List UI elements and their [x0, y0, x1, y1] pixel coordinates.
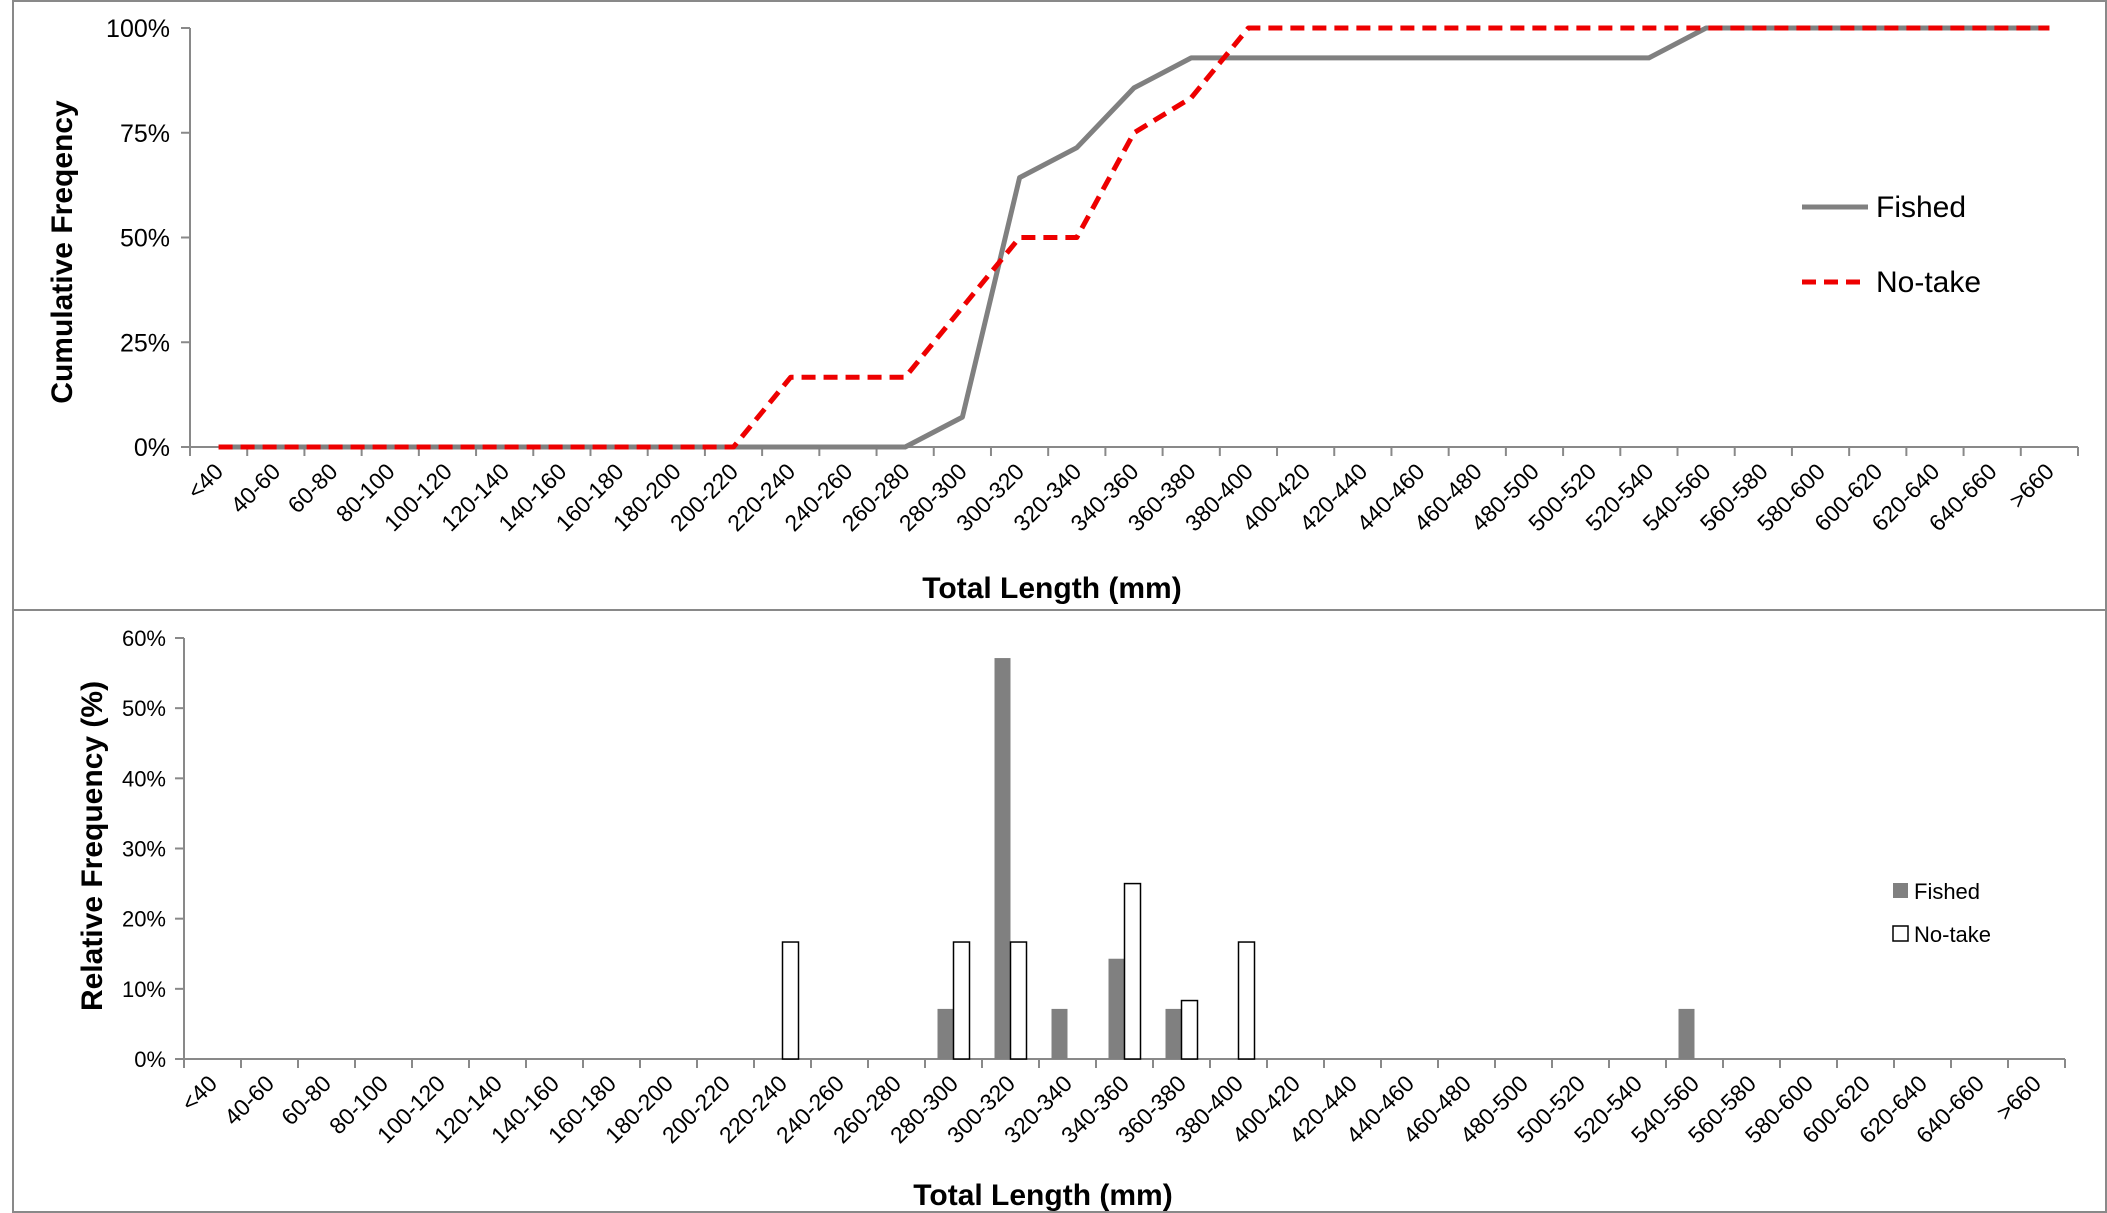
legend-swatch-notake: [1892, 925, 1909, 942]
bottom-x-tick-label: >660: [1991, 1070, 2046, 1125]
bar-fished: [937, 1008, 954, 1059]
legend-swatch-fished: [1893, 883, 1908, 898]
bar-notake: [952, 941, 971, 1060]
cumulative-frequency-chart: 0%25%50%75%100% <4040-6060-8080-100100-1…: [46, 15, 2079, 605]
bottom-legend: Fished No-take: [1892, 879, 1991, 947]
bottom-y-tick-label: 0%: [134, 1047, 166, 1072]
bottom-y-tick-label: 10%: [122, 977, 166, 1002]
bar-notake: [1123, 882, 1142, 1060]
bar-notake: [781, 941, 800, 1060]
bottom-x-tick-label: <40: [176, 1070, 222, 1116]
bottom-y-tick-label: 20%: [122, 907, 166, 932]
bar-fished: [1165, 1008, 1182, 1059]
bottom-y-tick-label: 40%: [122, 766, 166, 791]
bar-notake: [1180, 999, 1199, 1060]
bottom-x-tick-label: 40-60: [219, 1070, 279, 1130]
top-y-tick-label: 75%: [120, 120, 170, 148]
top-x-axis-title: Total Length (mm): [922, 572, 1181, 605]
bottom-x-axis-title: Total Length (mm): [913, 1179, 1172, 1212]
bottom-y-tick-label: 60%: [122, 626, 166, 651]
bottom-chart-frame: [12, 609, 2107, 1213]
legend-label-fished: Fished: [1876, 191, 1966, 224]
top-y-tick-label: 25%: [120, 329, 170, 357]
top-y-tick-label: 0%: [134, 434, 170, 462]
legend-label-fished: Fished: [1914, 879, 1980, 904]
top-y-tick-label: 100%: [106, 15, 170, 43]
bar-fished: [1678, 1008, 1695, 1059]
top-chart-frame: [12, 0, 2107, 611]
bottom-y-axis-title: Relative Frequency (%): [76, 681, 109, 1011]
top-x-tick-label: 40-60: [225, 458, 285, 518]
bar-notake: [1237, 941, 1256, 1060]
series-line-fished: [218, 25, 2050, 450]
bar-notake: [1009, 941, 1028, 1060]
relative-frequency-chart: 0%10%20%30%40%50%60% <4040-6060-8080-100…: [76, 626, 2066, 1212]
top-x-tick-label: >660: [2004, 458, 2059, 513]
top-legend: Fished No-take: [1802, 191, 1981, 299]
series-line-notake: [218, 25, 2050, 450]
bar-fished: [1051, 1008, 1068, 1059]
legend-label-notake: No-take: [1876, 266, 1981, 299]
top-x-tick-label: <40: [182, 458, 228, 504]
top-y-tick-label: 50%: [120, 225, 170, 253]
bottom-y-tick-label: 30%: [122, 837, 166, 862]
bar-fished: [1108, 958, 1125, 1059]
legend-label-notake: No-take: [1914, 922, 1991, 947]
top-y-axis-title: Cumulative Freqency: [46, 100, 79, 404]
bar-fished: [994, 658, 1011, 1059]
bottom-y-tick-label: 50%: [122, 696, 166, 721]
